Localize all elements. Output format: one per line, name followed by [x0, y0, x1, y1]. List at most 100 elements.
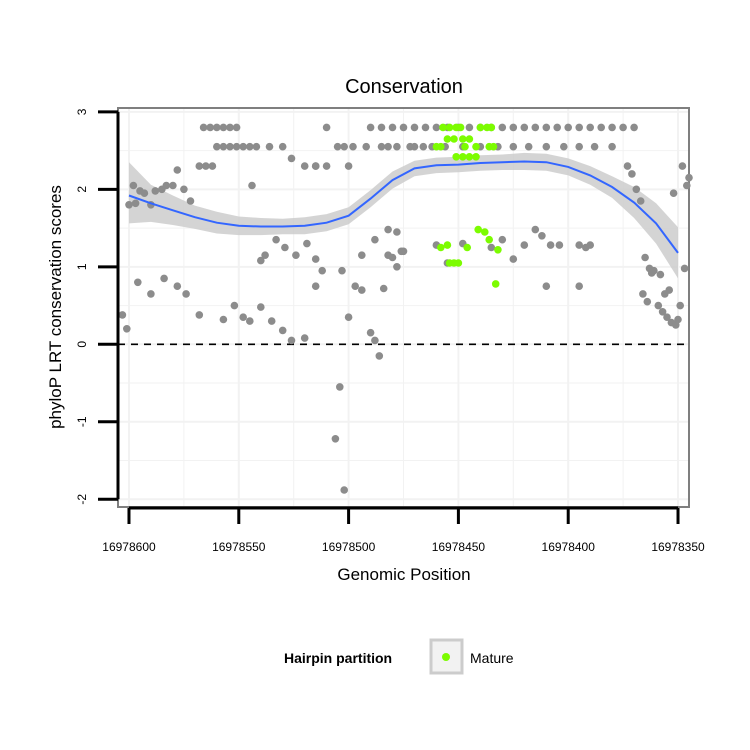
other-point-10: [151, 187, 160, 195]
other-point-0: [125, 201, 133, 209]
other-point-133: [336, 383, 344, 391]
other-point-121: [230, 301, 239, 310]
other-point-85: [340, 142, 349, 151]
other-point-128: [300, 334, 309, 342]
other-point-20: [208, 162, 217, 170]
other-point-115: [147, 290, 155, 298]
mature-point-25: [481, 228, 489, 236]
y-tick-label-5: 3: [75, 108, 89, 115]
other-point-167: [639, 290, 647, 298]
other-point-114: [134, 278, 142, 287]
other-point-101: [487, 243, 496, 252]
other-point-59: [542, 123, 551, 132]
x-axis: 16978600 16978550 16978500 16978450 16978400…: [102, 506, 705, 554]
other-point-152: [641, 253, 649, 262]
other-point-45: [388, 123, 397, 132]
other-point-61: [564, 123, 572, 132]
other-point-8: [131, 199, 140, 208]
other-point-131: [338, 266, 346, 275]
other-point-27: [246, 142, 254, 151]
mature-point-27: [494, 246, 502, 254]
mature-point-31: [491, 280, 500, 288]
other-point-134: [340, 486, 349, 494]
other-point-136: [351, 282, 360, 291]
other-point-90: [384, 142, 392, 151]
other-point-96: [393, 228, 401, 236]
y-tick-label-2: 0: [75, 341, 89, 348]
mature-point-10: [465, 135, 474, 143]
other-point-15: [219, 123, 228, 132]
other-point-164: [685, 173, 693, 182]
other-point-104: [538, 232, 546, 240]
other-point-47: [410, 123, 419, 132]
other-point-87: [311, 162, 320, 170]
other-point-143: [388, 253, 397, 262]
mature-point-7: [443, 135, 452, 143]
other-point-7: [186, 197, 195, 205]
mature-point-30: [454, 259, 463, 267]
x-tick-label-5: 16978350: [651, 540, 705, 554]
x-tick-label-1: 16978550: [212, 540, 266, 554]
other-point-163: [683, 181, 691, 190]
other-point-39: [292, 251, 300, 259]
confidence-band-area: [129, 152, 678, 279]
other-point-126: [278, 326, 287, 335]
mature-point-22: [443, 241, 452, 249]
other-point-92: [419, 142, 428, 151]
other-point-19: [202, 162, 210, 170]
other-point-93: [358, 251, 366, 259]
other-point-21: [173, 166, 182, 174]
other-point-119: [195, 311, 204, 319]
other-point-141: [379, 284, 388, 293]
other-point-129: [311, 282, 320, 291]
other-point-156: [658, 308, 667, 316]
other-point-146: [118, 311, 127, 319]
other-point-137: [358, 286, 366, 294]
other-point-125: [267, 317, 276, 325]
x-tick-label-0: 16978600: [102, 540, 156, 554]
other-point-161: [647, 269, 656, 277]
mature-point-4: [476, 123, 485, 132]
mature-point-1: [445, 123, 454, 132]
other-point-83: [322, 123, 331, 132]
other-point-66: [619, 123, 627, 132]
other-point-130: [318, 266, 327, 275]
chart-title: Conservation: [345, 76, 463, 98]
other-point-170: [676, 301, 684, 310]
mature-point-18: [459, 153, 467, 161]
other-point-88: [344, 162, 353, 170]
other-point-44: [377, 123, 386, 132]
other-point-11: [162, 181, 171, 190]
other-point-160: [674, 315, 682, 324]
other-point-123: [246, 317, 254, 325]
mature-point-26: [485, 235, 494, 244]
other-point-60: [553, 123, 561, 132]
smooth-curve: [128, 160, 679, 254]
other-point-150: [632, 185, 641, 194]
other-point-95: [384, 225, 392, 234]
other-point-82: [608, 142, 616, 151]
other-point-17: [232, 123, 241, 132]
other-point-28: [252, 142, 261, 151]
other-point-102: [520, 241, 529, 249]
other-point-6: [180, 185, 188, 194]
other-point-62: [575, 123, 583, 132]
other-point-91: [406, 142, 414, 151]
other-point-16: [226, 123, 234, 132]
other-point-5: [169, 181, 177, 190]
other-point-127: [287, 336, 296, 345]
y-tick-label-3: 1: [75, 263, 89, 270]
smooth-line: [128, 160, 679, 254]
legend-key-mature: [442, 653, 450, 661]
other-point-135: [344, 313, 353, 322]
other-point-105: [546, 241, 555, 249]
legend-label-mature: Mature: [470, 650, 514, 666]
other-point-56: [509, 123, 518, 132]
other-point-49: [432, 123, 441, 132]
other-point-34: [322, 162, 331, 170]
other-point-165: [669, 189, 678, 197]
other-point-80: [575, 142, 583, 151]
other-point-26: [239, 142, 247, 151]
other-point-132: [331, 435, 340, 443]
